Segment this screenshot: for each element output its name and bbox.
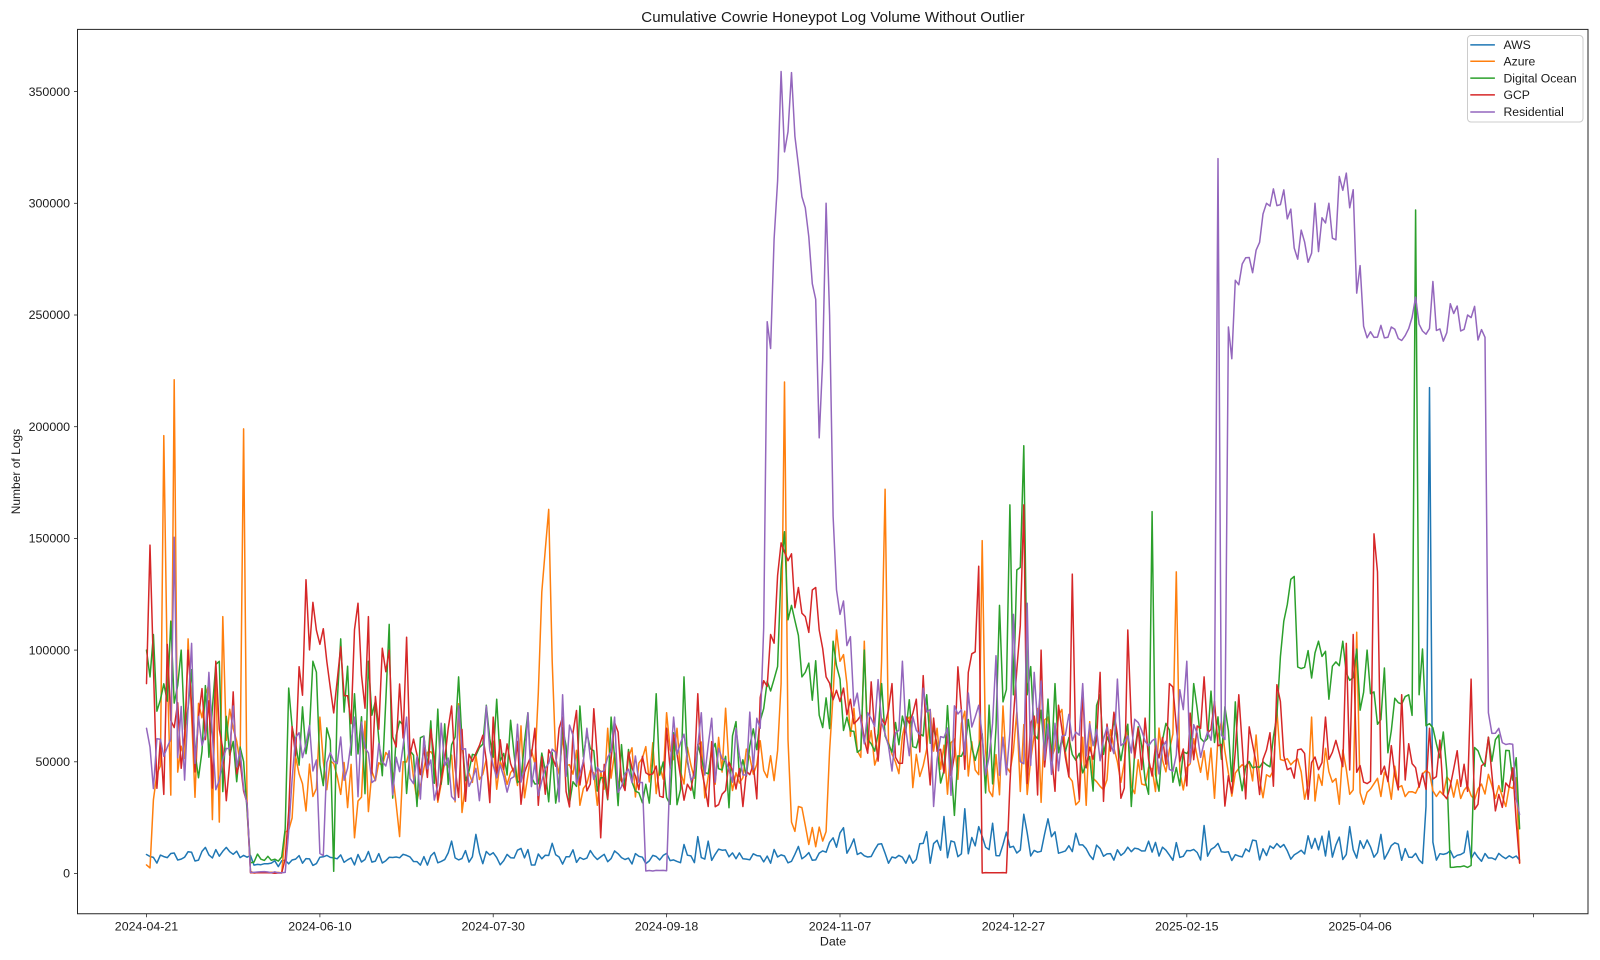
svg-text:200000: 200000: [29, 420, 70, 434]
svg-text:350000: 350000: [29, 85, 70, 99]
svg-text:Azure: Azure: [1504, 55, 1536, 69]
svg-text:50000: 50000: [36, 755, 71, 769]
svg-text:Residential: Residential: [1504, 105, 1564, 119]
svg-text:2024-04-21: 2024-04-21: [115, 920, 178, 934]
svg-text:AWS: AWS: [1504, 38, 1531, 52]
svg-text:2024-12-27: 2024-12-27: [982, 920, 1045, 934]
svg-text:300000: 300000: [29, 197, 70, 211]
svg-text:150000: 150000: [29, 532, 70, 546]
svg-text:0: 0: [63, 867, 70, 881]
svg-text:2024-06-10: 2024-06-10: [288, 920, 351, 934]
svg-text:100000: 100000: [29, 643, 70, 657]
svg-text:Digital Ocean: Digital Ocean: [1504, 71, 1577, 85]
svg-text:2025-04-06: 2025-04-06: [1328, 920, 1391, 934]
svg-text:2024-07-30: 2024-07-30: [462, 920, 525, 934]
svg-text:Date: Date: [820, 935, 846, 949]
svg-text:Number of Logs: Number of Logs: [9, 429, 23, 514]
svg-text:Cumulative Cowrie Honeypot Log: Cumulative Cowrie Honeypot Log Volume Wi…: [641, 9, 1024, 26]
svg-text:2025-02-15: 2025-02-15: [1155, 920, 1218, 934]
svg-text:2024-09-18: 2024-09-18: [635, 920, 698, 934]
svg-text:GCP: GCP: [1504, 88, 1530, 102]
svg-text:250000: 250000: [29, 308, 70, 322]
svg-text:2024-11-07: 2024-11-07: [809, 920, 872, 934]
